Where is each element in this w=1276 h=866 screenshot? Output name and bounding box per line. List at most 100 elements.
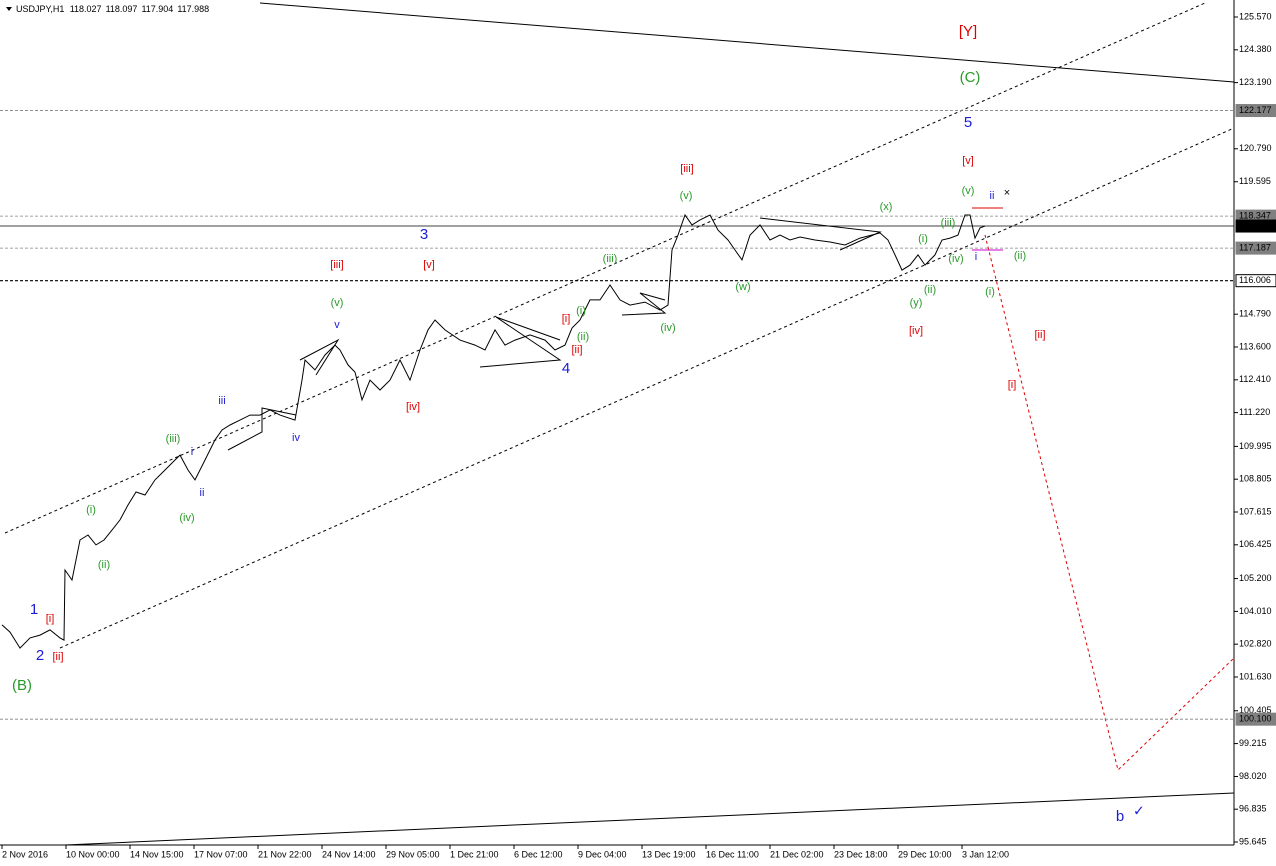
wave-label: [ii]: [1035, 329, 1046, 341]
wave-label: 1: [30, 601, 38, 618]
wave-label: [i]: [1008, 379, 1017, 391]
level-box: [1235, 104, 1276, 118]
wave-label: i: [191, 446, 193, 458]
wave-label: (iii): [941, 217, 956, 229]
wave-label: (C): [960, 69, 981, 86]
x-tick-label: 14 Nov 15:00: [130, 849, 184, 859]
y-tick-label: 99.215: [1239, 738, 1267, 748]
x-tick-label: 9 Dec 04:00: [578, 849, 627, 859]
x-tick-label: 13 Dec 19:00: [642, 849, 696, 859]
y-tick-label: 123.190: [1239, 77, 1272, 87]
y-tick-label: 100.405: [1239, 705, 1272, 715]
wave-label: [iii]: [680, 163, 693, 175]
wave-label: [iii]: [330, 259, 343, 271]
level-label: 118.347: [1239, 211, 1271, 221]
wave-label: (ii): [98, 559, 110, 571]
x-tick-label: 16 Dec 11:00: [706, 849, 759, 859]
channel-line: [59, 127, 1235, 649]
wave-label: [ii]: [53, 651, 64, 663]
wave-label: (iii): [166, 433, 181, 445]
wave-label: 2: [36, 647, 44, 664]
triangle-pattern: [621, 292, 667, 316]
x-tick-label: 21 Nov 22:00: [258, 849, 312, 859]
x-tick-label: 10 Nov 00:00: [66, 849, 120, 859]
wave-label: 3: [420, 226, 428, 243]
wave-label: [i]: [46, 613, 55, 625]
wave-label: [v]: [423, 259, 435, 271]
level-label: 122.177: [1239, 105, 1272, 115]
x-tick-label: 29 Nov 05:00: [386, 849, 440, 859]
triangle-pattern: [227, 407, 297, 451]
x-tick-label: 6 Dec 12:00: [514, 849, 563, 859]
low-price: 117.904: [141, 4, 173, 14]
trendline: [259, 2, 1235, 83]
x-tick-label: 17 Nov 07:00: [194, 849, 248, 859]
x-tick-label: 21 Dec 02:00: [770, 849, 824, 859]
triangle-pattern: [759, 217, 882, 251]
price-line: [1, 213, 986, 649]
wave-label: [i]: [562, 313, 571, 325]
y-tick-label: 125.570: [1239, 11, 1272, 21]
wave-label: (ii): [1014, 250, 1026, 262]
wave-label: (w): [735, 281, 750, 293]
symbol: USDJPY,H1: [16, 4, 64, 14]
x-tick-label: 23 Dec 18:00: [834, 849, 888, 859]
level-label: 117.187: [1239, 242, 1271, 252]
cross-icon: ×: [1004, 187, 1010, 199]
y-tick-label: 108.805: [1239, 474, 1272, 484]
y-tick-label: 98.020: [1239, 771, 1267, 781]
triangle-pattern: [479, 316, 562, 368]
chart-header: USDJPY,H1 118.027 118.097 117.904 117.988: [16, 4, 209, 14]
triangle-pattern: [299, 338, 340, 376]
y-tick-label: 124.380: [1239, 44, 1272, 54]
wave-label: (i): [576, 305, 586, 317]
channel-line: [4, 2, 1206, 534]
wave-label: [iv]: [406, 401, 420, 413]
wave-label: (iv): [948, 253, 963, 265]
y-tick-label: 106.425: [1239, 539, 1272, 549]
wave-label: [ii]: [572, 344, 583, 356]
wave-label: iv: [292, 432, 300, 444]
level-box: [1235, 241, 1276, 255]
y-tick-label: 113.600: [1239, 341, 1271, 351]
open-price: 118.027: [70, 4, 102, 14]
high-price: 118.097: [106, 4, 138, 14]
wave-label: ii: [990, 190, 995, 202]
x-tick-label: 29 Dec 10:00: [898, 849, 952, 859]
wave-label: (iv): [660, 322, 675, 334]
wave-label: (v): [331, 297, 344, 309]
wave-label: [iv]: [909, 325, 923, 337]
trendline: [64, 792, 1235, 846]
wave-label: 5: [964, 114, 972, 131]
wave-label: (iii): [603, 253, 618, 265]
wave-label: (B): [12, 677, 32, 694]
wave-label: (i): [985, 286, 995, 298]
y-tick-label: 120.790: [1239, 143, 1272, 153]
wave-label: (v): [962, 185, 975, 197]
wave-label: b: [1116, 808, 1124, 825]
level-box: [1235, 712, 1276, 726]
wave-label: (y): [910, 297, 923, 309]
x-tick-label: 1 Dec 21:00: [450, 849, 499, 859]
y-tick-label: 107.615: [1239, 506, 1272, 516]
level-label: 116.006: [1239, 275, 1271, 285]
wave-label: 4: [562, 360, 570, 377]
wave-label: (i): [918, 233, 928, 245]
y-tick-label: 95.645: [1239, 836, 1267, 846]
y-tick-label: 104.010: [1239, 606, 1272, 616]
wave-label: iii: [218, 395, 225, 407]
y-tick-label: 112.410: [1239, 374, 1271, 384]
wave-label: (i): [86, 504, 96, 516]
wave-label: (x): [880, 201, 893, 213]
y-tick-label: 119.595: [1239, 176, 1271, 186]
x-tick-label: 24 Nov 14:00: [322, 849, 376, 859]
level-label: 117.988: [1239, 220, 1271, 230]
symbol-icon: [6, 7, 12, 11]
y-tick-label: 114.790: [1239, 309, 1271, 319]
level-box: [1235, 274, 1276, 288]
level-label: 100.100: [1239, 714, 1272, 724]
x-tick-label: 2 Nov 2016: [2, 849, 48, 859]
wave-label: (v): [680, 190, 693, 202]
